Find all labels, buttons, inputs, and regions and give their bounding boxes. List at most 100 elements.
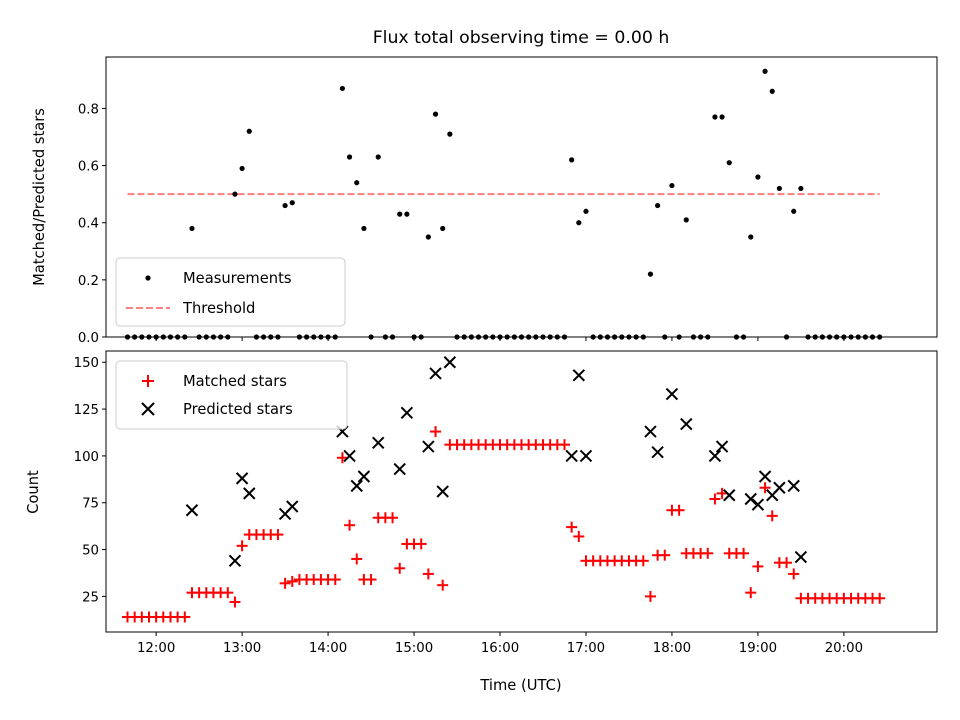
matched-stars-point — [387, 512, 399, 524]
predicted-stars-point-b — [665, 387, 679, 401]
predicted-stars-point — [794, 550, 808, 564]
predicted-stars-point-b — [286, 500, 299, 513]
predicted-stars-point-b — [185, 504, 199, 517]
predicted-stars-point-b — [744, 492, 757, 506]
matched-stars-point — [329, 574, 341, 586]
measurements-point — [189, 225, 195, 232]
legend-predicted-label: Predicted stars — [183, 401, 293, 418]
matched-stars-point — [437, 579, 449, 591]
predicted-stars-point — [758, 470, 772, 483]
bottom-axes-frame — [105, 350, 938, 633]
measurements-point — [397, 211, 403, 217]
predicted-stars-point-b — [429, 367, 442, 380]
predicted-stars-point-b — [565, 449, 578, 463]
predicted-stars-point-b — [235, 472, 249, 485]
predicted-stars-point — [350, 479, 363, 493]
measurements-point — [282, 202, 288, 209]
top-y-tick-label: 0.6 — [78, 160, 99, 175]
predicted-stars-point-b — [773, 481, 786, 494]
measurements-point — [769, 88, 775, 94]
matched-stars-point — [286, 575, 298, 587]
predicted-stars-point — [751, 498, 765, 511]
predicted-stars-point — [400, 406, 414, 420]
matched-stars-point — [788, 568, 800, 580]
matched-stars-point — [702, 547, 714, 559]
measurements-point — [712, 114, 718, 120]
matched-stars-point — [336, 452, 348, 464]
top-plot-area: 0.0 0.2 0.4 0.6 0.8 — [78, 102, 845, 346]
matched-stars-point — [394, 562, 406, 574]
matched-stars-point — [874, 592, 886, 604]
predicted-stars-point — [572, 369, 586, 382]
x-tick-label: 13:00 — [223, 641, 261, 656]
measurements-point — [246, 128, 252, 134]
predicted-stars-point-b — [228, 554, 242, 568]
measurements-point — [762, 68, 768, 74]
matched-stars-point — [422, 568, 434, 580]
x-axis-label: Time (UTC) — [479, 677, 561, 694]
top-y-tick-label: 0.4 — [78, 217, 99, 232]
measurements-point — [375, 154, 381, 160]
predicted-stars-point — [393, 462, 406, 476]
matched-stars-point — [179, 611, 191, 623]
predicted-stars-point — [565, 449, 578, 463]
measurements-point — [289, 200, 295, 206]
bottom-y-tick-label: 125 — [74, 403, 99, 418]
measurements-point — [776, 185, 782, 192]
x-tick-label: 17:00 — [567, 641, 605, 656]
measurements-point — [354, 180, 360, 186]
predicted-stars-point-b — [723, 489, 736, 502]
predicted-stars-point-b — [443, 356, 457, 369]
matched-stars-point — [673, 504, 685, 516]
predicted-stars-point-b — [680, 417, 693, 431]
predicted-stars-point-b — [651, 445, 664, 459]
measurements-point — [683, 217, 689, 223]
bottom-y-tick-label: 150 — [74, 356, 99, 371]
predicted-stars-point — [708, 449, 722, 463]
legend-matched-label: Matched stars — [183, 373, 287, 390]
matched-stars-point — [659, 549, 671, 561]
matched-stars-point — [766, 510, 778, 522]
predicted-stars-point-b — [350, 479, 363, 493]
matched-stars-point — [637, 555, 649, 567]
chart-title: Flux total observing time = 0.00 h — [373, 28, 670, 48]
top-panel: Flux total observing time = 0.00 h Match… — [31, 28, 938, 346]
bottom-y-tick-label: 100 — [74, 450, 99, 465]
bottom-plot-area: 25 50 75 100 125 150 12:00 13:00 14:00 15:00 16:00… — [74, 356, 863, 656]
bottom-legend: Matched stars Predicted stars — [115, 360, 348, 430]
matched-stars-point — [752, 560, 764, 572]
matched-stars-point — [573, 530, 585, 542]
x-tick-label: 15:00 — [395, 641, 433, 656]
predicted-stars-point — [243, 487, 256, 500]
matched-stars-point — [365, 574, 377, 586]
measurements-point — [719, 114, 725, 120]
legend-threshold-label: Threshold — [182, 300, 255, 317]
predicted-stars-point — [422, 440, 435, 453]
bottom-panel: Count Time (UTC) 25 50 75 100 125 150 12:00 13:… — [25, 350, 938, 694]
bottom-y-axis-label: Count — [25, 470, 42, 514]
matched-stars-point — [415, 538, 427, 550]
measurements-point — [655, 202, 661, 209]
predicted-stars-point — [723, 489, 736, 502]
top-legend: Measurements Threshold — [115, 257, 346, 327]
x-tick-label: 19:00 — [739, 641, 777, 656]
matched-stars-point — [781, 557, 793, 569]
predicted-stars-point — [185, 504, 199, 517]
matched-stars-point — [566, 521, 578, 533]
top-y-tick-label: 0.0 — [78, 331, 99, 346]
matched-stars-point — [236, 540, 248, 552]
predicted-stars-point — [228, 554, 242, 568]
predicted-stars-point — [343, 449, 356, 463]
predicted-stars-point-b — [794, 550, 808, 564]
predicted-stars-point — [372, 436, 385, 450]
predicted-stars-point-b — [644, 425, 657, 438]
matched-stars-point — [745, 587, 757, 599]
legend-measurements-marker — [145, 275, 151, 281]
matched-stars-point — [759, 482, 771, 494]
matched-stars-point — [558, 439, 570, 451]
measurements-point — [440, 225, 446, 232]
predicted-stars-point — [651, 445, 664, 459]
predicted-stars-point — [286, 500, 299, 513]
